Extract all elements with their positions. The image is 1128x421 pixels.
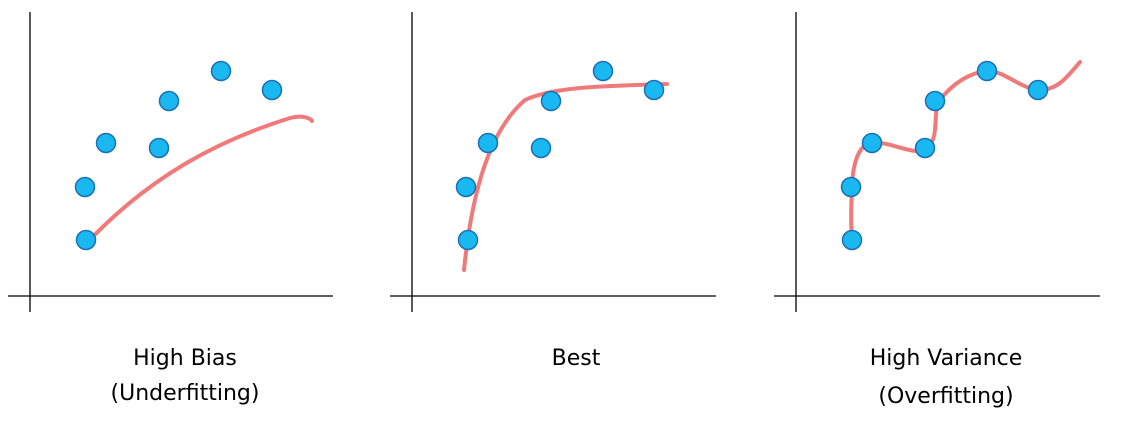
data-point — [924, 90, 946, 112]
data-point — [861, 132, 883, 154]
panel-caption-line1: Best — [552, 346, 601, 371]
data-points — [840, 60, 1049, 251]
data-point — [914, 137, 936, 159]
data-point — [455, 176, 477, 198]
data-point — [1027, 79, 1049, 101]
data-point — [643, 79, 665, 101]
fit-curve — [82, 114, 314, 248]
data-point — [74, 176, 96, 198]
data-points — [455, 60, 665, 251]
data-point — [148, 137, 170, 159]
data-point — [95, 132, 117, 154]
panel-caption-line1: High Bias — [133, 346, 237, 371]
data-points — [74, 60, 283, 251]
data-point — [976, 60, 998, 82]
data-point — [540, 90, 562, 112]
panel-high-variance: High Variance (Overfitting) — [774, 12, 1100, 409]
data-point — [210, 60, 232, 82]
data-point — [592, 60, 614, 82]
data-point — [457, 229, 479, 251]
data-point — [261, 79, 283, 101]
panel-high-bias: High Bias (Underfitting) — [8, 12, 333, 406]
panel-best: Best — [390, 12, 716, 371]
data-point — [840, 176, 862, 198]
panel-caption-line2: (Overfitting) — [878, 384, 1013, 409]
data-point — [75, 229, 97, 251]
data-point — [477, 132, 499, 154]
data-point — [530, 137, 552, 159]
panel-caption-line1: High Variance — [870, 346, 1023, 371]
panel-caption-line2: (Underfitting) — [111, 381, 260, 406]
fit-curve — [462, 82, 669, 272]
data-point — [158, 90, 180, 112]
data-point — [841, 229, 863, 251]
